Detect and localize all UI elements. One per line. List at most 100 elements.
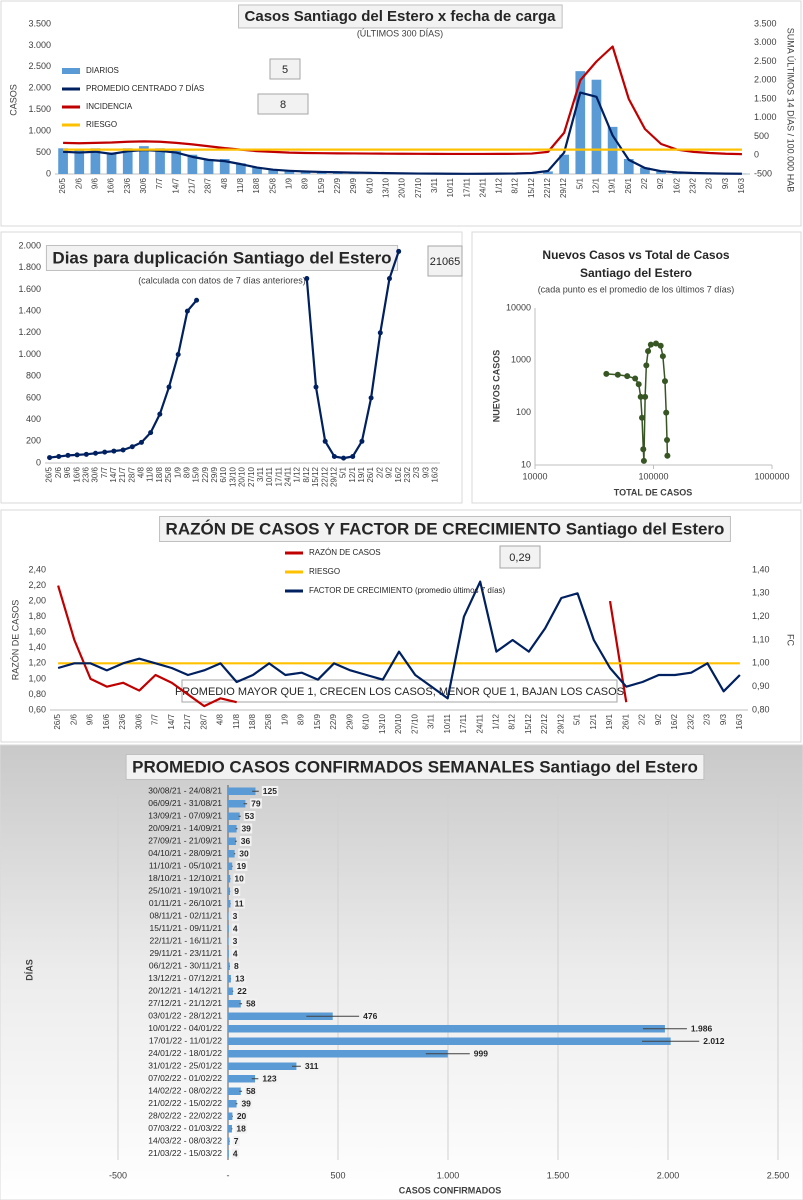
y-tick-label: 2,40 [28,564,46,574]
value-label: 123 [262,1074,276,1084]
value-label-bg [231,1148,239,1159]
x-tick-label: 30/6 [139,177,148,193]
x-tick-label: 1/9 [173,466,182,478]
line-marker [175,352,181,357]
line-marker [157,411,163,417]
x-tick-label: 2/6 [74,177,83,189]
x-tick-label: 28/7 [204,177,213,193]
bar [228,875,231,883]
y-axis-title: CASOS [8,84,18,116]
line-marker [322,438,328,444]
bar [591,79,602,174]
y2-tick-label: 1,30 [752,588,770,598]
x-tick-label: 24/11 [478,177,487,197]
y2-tick-label: 1,00 [752,658,770,668]
value-label: 79 [251,799,261,809]
y-tick-label: 1.500 [28,104,51,114]
bar [228,1025,665,1033]
x-tick-label: 10000 [522,471,547,481]
x-tick-label: 29/12 [559,177,568,198]
value-label: 58 [246,999,256,1009]
y2-tick-label: 1.000 [754,112,777,122]
y-tick-label: 21/02/22 - 15/02/22 [148,1098,222,1108]
y-tick-label: 600 [26,392,41,402]
y-tick-label: 1.800 [18,262,41,272]
value-label-bg [233,873,246,884]
annotation: 21065 [430,256,461,268]
value-label: 125 [263,786,277,796]
x-tick-label: 29/9 [345,713,354,729]
bar [623,159,634,174]
x-tick-label: 13/10 [228,466,237,487]
bar [228,1150,229,1158]
scatter-point [645,348,652,355]
x-tick-label: 9/3 [719,713,728,725]
y-tick-label: 14/03/22 - 08/03/22 [148,1136,222,1146]
x-tick-label: 12/1 [348,466,357,482]
y-tick-label: 31/01/22 - 25/01/22 [148,1061,222,1071]
y-tick-label: 0 [46,168,51,178]
y-tick-label: 1000 [511,355,531,365]
x-tick-label: 5/1 [575,177,584,189]
y2-tick-label: 0 [754,150,759,160]
x-tick-label: 2/3 [412,466,421,478]
scatter-point [643,362,650,369]
x-tick-label: 16/2 [672,177,681,193]
bar [228,1125,232,1133]
y-tick-label: 11/10/21 - 05/10/21 [149,861,222,871]
value-label: 8 [234,961,239,971]
annotation: 0,29 [509,552,530,564]
x-tick-label: 16/6 [102,713,111,729]
bar [74,150,85,174]
scatter-point [642,393,649,400]
x-tick-label: 22/12 [543,177,552,198]
y-tick-label: 20/09/21 - 14/09/21 [148,823,222,833]
x-tick-label: 21/7 [187,177,196,193]
x-tick-label: 1/9 [284,177,293,189]
x-tick-label: 23/6 [118,713,127,729]
x-tick-label: 16/2 [670,713,679,729]
y2-tick-label: 2.000 [754,75,777,85]
chart-panel [0,231,463,504]
chart-title: Nuevos Casos vs Total de Casos Santiago d… [542,248,730,280]
line-marker [83,451,89,457]
y-tick-label: 10/01/22 - 04/01/22 [148,1023,222,1033]
y-tick-label: 13/09/21 - 07/09/21 [148,811,222,821]
legend-label: RIESGO [86,120,117,129]
bar [228,1000,241,1008]
value-label: 4 [233,949,238,959]
value-label-bg [236,986,249,996]
scatter-point [640,457,647,464]
x-tick-label: 12/1 [589,713,598,729]
y-tick-label: 500 [36,147,51,157]
x-tick-label: 15/12 [311,466,320,487]
x-tick-label: 1.000 [437,1170,460,1180]
y2-tick-label: 1.500 [754,93,777,103]
y-tick-label: 0,80 [28,689,46,699]
y-axis-title: DÍAS [24,959,34,981]
y-tick-label: 1.600 [18,284,41,294]
x-tick-label: 27/10 [414,177,423,198]
y-tick-label: 06/09/21 - 31/08/21 [148,798,222,808]
x-tick-label: 26/5 [53,713,62,729]
bar [219,159,230,174]
chart-subtitle: (cada punto es el promedio de los último… [538,284,735,294]
x-tick-label: 23/6 [81,466,90,482]
line-marker [166,384,172,390]
x-tick-label: 9/6 [91,177,100,189]
x-tick-label: 9/3 [721,177,730,189]
x-tick-label: 21/7 [183,713,192,729]
y-tick-label: 18/10/21 - 12/10/21 [148,873,222,883]
y-tick-label: 1.200 [18,327,41,337]
x-tick-label: 25/8 [264,713,273,729]
y2-axis-title: FC [786,634,796,646]
y-tick-label: 1,60 [28,627,46,637]
line-marker [47,455,53,461]
bar [155,148,165,174]
x-tick-label: 26/5 [58,177,67,193]
annotation-box [257,93,309,115]
value-label-bg [689,1023,714,1034]
value-label-bg [233,886,241,896]
bar [228,900,231,908]
value-label: 9 [234,886,239,896]
